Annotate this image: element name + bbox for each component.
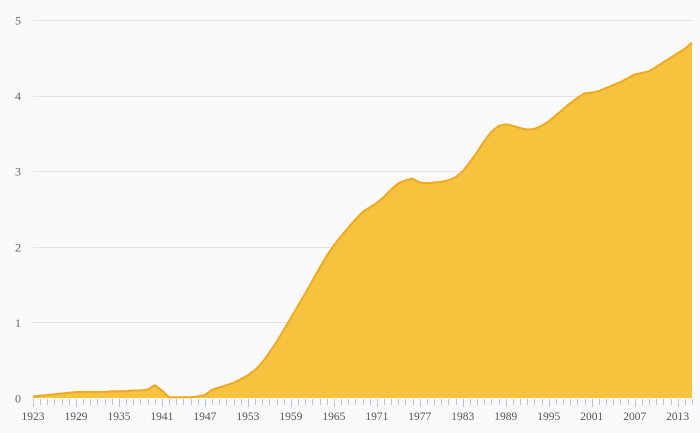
area-outline [32, 41, 693, 399]
x-axis-ticks [33, 399, 693, 407]
x-axis-labels: 1923 1929 1935 1941 1947 1953 1959 1965 1971 1977… [22, 411, 690, 423]
y-axis-tick-label: 2 [15, 240, 21, 254]
x-axis-tick-label: 2007 [623, 411, 646, 423]
area-series [32, 41, 693, 399]
x-axis-tick-label: 1977 [408, 411, 431, 423]
x-axis-tick-label: 1989 [494, 411, 517, 423]
area-fill [33, 42, 692, 399]
x-axis-tick-label: 1935 [107, 411, 130, 423]
x-axis-tick-label: 1941 [150, 411, 173, 423]
y-axis-tick-label: 1 [15, 316, 21, 330]
y-axis-labels: 0 1 2 3 4 5 [15, 14, 21, 406]
x-axis-tick-label: 1971 [365, 411, 388, 423]
x-axis-tick-label: 1965 [322, 411, 345, 423]
x-axis-tick-label: 2001 [580, 411, 603, 423]
x-axis-tick-label: 1995 [537, 411, 560, 423]
x-axis-tick-label: 1923 [22, 411, 45, 423]
x-axis-tick-label: 2013 [666, 411, 689, 423]
y-axis-tick-label: 5 [15, 14, 21, 28]
x-axis-tick-label: 1959 [279, 411, 302, 423]
x-axis-tick-label: 1947 [193, 411, 216, 423]
y-axis-tick-label: 4 [15, 89, 21, 103]
x-axis-tick-label: 1929 [64, 411, 87, 423]
x-axis-tick-label: 1953 [236, 411, 259, 423]
y-axis-tick-label: 3 [15, 165, 21, 179]
x-axis-tick-label: 1983 [451, 411, 474, 423]
y-axis-tick-label: 0 [15, 392, 21, 406]
